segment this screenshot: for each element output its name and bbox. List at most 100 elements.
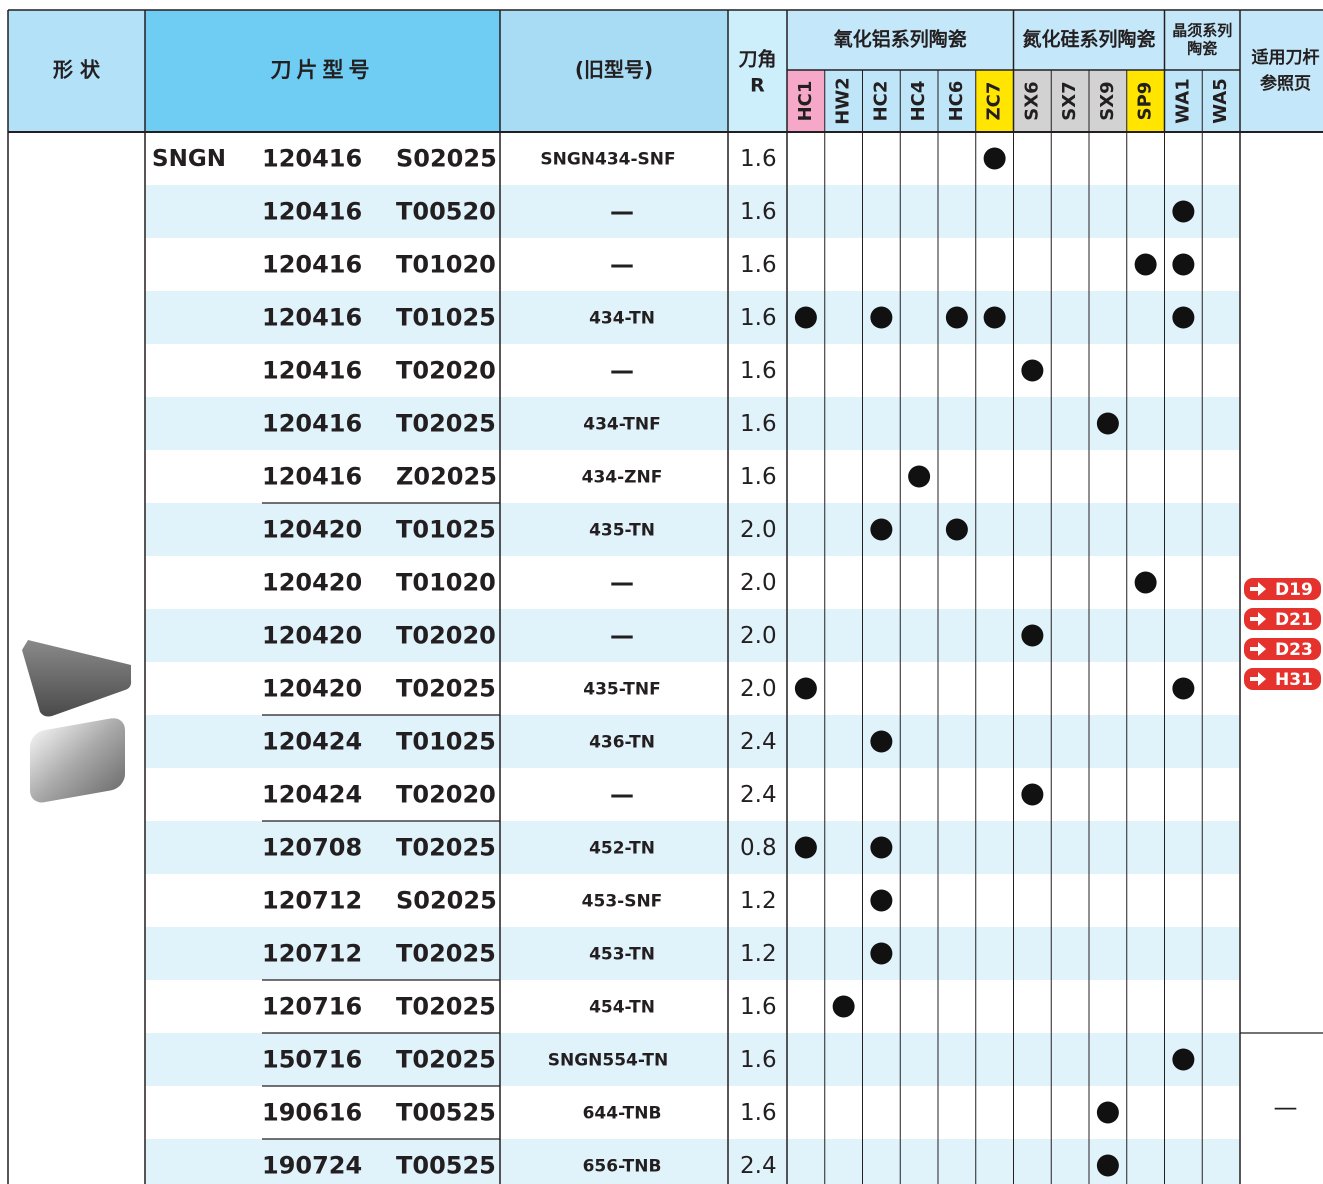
grade-name: SP9	[1135, 82, 1156, 121]
radius: 1.6	[740, 146, 777, 172]
row-band	[145, 715, 1240, 768]
old-model: 435-TN	[589, 521, 655, 541]
model-size: 120416	[262, 463, 362, 491]
header-radius: R	[750, 75, 765, 97]
old-model: 434-ZNF	[582, 468, 663, 488]
old-model: 453-SNF	[582, 892, 663, 912]
row-band	[145, 927, 1240, 980]
radius: 1.6	[740, 411, 777, 437]
header-radius: 刀角	[738, 48, 776, 71]
grade-header	[787, 70, 825, 132]
grade-header	[1202, 70, 1240, 132]
reference-arrow	[1250, 672, 1266, 686]
grade-header	[862, 70, 901, 132]
reference-page: D19	[1275, 580, 1313, 600]
model-code: T01025	[396, 728, 496, 756]
reference-page: D21	[1275, 610, 1313, 630]
radius: 2.0	[740, 570, 777, 596]
grade-dot	[945, 306, 968, 329]
radius: 1.6	[740, 199, 777, 225]
old-model: 434-TNF	[583, 415, 660, 435]
model-size: 120712	[262, 887, 362, 915]
row-band	[145, 609, 1240, 662]
grade-header	[1089, 70, 1127, 132]
grade-name: HW2	[833, 77, 854, 124]
header-model: 刀片型号	[271, 58, 375, 82]
old-model: 656-TNB	[583, 1157, 662, 1177]
model-size: 120416	[262, 304, 362, 332]
grade-name: HC4	[908, 81, 929, 122]
radius: 1.6	[740, 994, 777, 1020]
grade-header	[938, 70, 976, 132]
reference-badge	[1244, 608, 1321, 630]
grade-name: HC1	[795, 81, 816, 122]
old-model: 453-TN	[589, 945, 655, 965]
grade-header	[1051, 70, 1089, 132]
radius: 0.8	[740, 835, 777, 861]
model-size: 120420	[262, 622, 362, 650]
row-band	[145, 821, 1240, 874]
grade-dot	[1021, 783, 1044, 806]
model-code: T00520	[396, 198, 496, 226]
group-label: 氮化硅系列陶瓷	[1022, 28, 1155, 51]
grade-dot	[1172, 200, 1195, 223]
model-code: T02020	[396, 622, 496, 650]
header-old: (旧型号)	[575, 58, 653, 82]
grade-dot	[1021, 359, 1044, 382]
grade-dot	[1172, 677, 1195, 700]
row-band	[145, 397, 1240, 450]
old-model: 434-TN	[589, 309, 655, 329]
grade-dot	[1021, 624, 1044, 647]
reference-badge	[1244, 638, 1321, 660]
radius: 1.6	[740, 1047, 777, 1073]
model-code: T02025	[396, 410, 496, 438]
model-size: 120712	[262, 940, 362, 968]
model-size: 120420	[262, 569, 362, 597]
model-size: 120708	[262, 834, 362, 862]
model-code: T02020	[396, 781, 496, 809]
header-shape: 形 状	[53, 58, 101, 82]
radius: 1.2	[740, 941, 777, 967]
grade-dot	[870, 306, 893, 329]
model-code: T01025	[396, 516, 496, 544]
grade-dot	[908, 465, 931, 488]
reference-none: —	[1274, 1094, 1298, 1122]
grade-dot	[1096, 1101, 1119, 1124]
grade-dot	[983, 306, 1006, 329]
model-code: Z02025	[396, 463, 497, 491]
model-size: 120420	[262, 675, 362, 703]
model-code: T02025	[396, 675, 496, 703]
grade-header	[975, 70, 1014, 132]
model-code: T02020	[396, 357, 496, 385]
grade-dot	[870, 836, 893, 859]
reference-page: D23	[1275, 640, 1313, 660]
model-size: 120416	[262, 145, 362, 173]
row-band	[145, 185, 1240, 238]
row-band	[145, 1139, 1240, 1184]
radius: 1.6	[740, 252, 777, 278]
radius: 2.0	[740, 623, 777, 649]
old-model: 452-TN	[589, 839, 655, 859]
model-code: T02025	[396, 1046, 496, 1074]
grade-dot	[870, 730, 893, 753]
header-reference: 参照页	[1260, 73, 1311, 94]
reference-badge	[1244, 668, 1321, 690]
row-band	[145, 291, 1240, 344]
old-model: SNGN434-SNF	[540, 150, 675, 170]
grade-dot	[1096, 412, 1119, 435]
model-size: 120416	[262, 198, 362, 226]
model-size: 120416	[262, 357, 362, 385]
old-model: 435-TNF	[583, 680, 660, 700]
old-model: —	[610, 251, 634, 279]
grade-name: SX9	[1097, 81, 1118, 120]
backgrounds	[8, 10, 1323, 1184]
grade-name: HC6	[946, 81, 967, 122]
radius: 1.6	[740, 305, 777, 331]
grade-dot	[794, 836, 817, 859]
model-code: S02025	[396, 887, 497, 915]
grade-dot	[832, 995, 855, 1018]
model-code: T01025	[396, 304, 496, 332]
grade-header	[1126, 70, 1165, 132]
model-code: T00525	[396, 1152, 496, 1180]
